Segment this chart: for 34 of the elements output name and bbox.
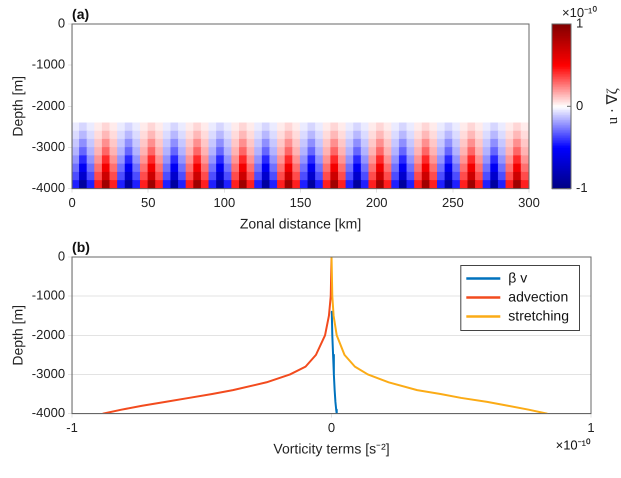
- color-bar-label: 1: [576, 16, 584, 31]
- x-tick-label: 250: [442, 194, 464, 210]
- x-tick-label: 50: [140, 194, 156, 210]
- y-tick-label: -1000: [32, 56, 66, 72]
- y-tick-label: -3000: [32, 139, 66, 154]
- y-tick-label: -3000: [32, 366, 66, 382]
- text: ×10⁻¹⁰: [556, 438, 591, 453]
- chart-title: (b): [72, 238, 90, 255]
- x-axis-title: Vorticity terms [s⁻²]: [273, 440, 390, 456]
- legend-label: advection: [508, 288, 568, 304]
- x-tick-label: 150: [290, 194, 312, 210]
- y-tick-label: -2000: [32, 98, 66, 113]
- y-tick-label: 0: [58, 248, 66, 264]
- legend-label: β v: [508, 269, 528, 286]
- color-bar-title: u · ∇ζ: [604, 88, 621, 124]
- x-tick-label: 300: [518, 194, 540, 210]
- x-tick-label: 1: [587, 420, 595, 435]
- x-axis-title: Zonal distance [km]: [240, 215, 362, 232]
- color-bar-label: 0: [576, 98, 584, 113]
- y-tick-label: 0: [58, 16, 66, 31]
- y-tick-label: -2000: [32, 326, 66, 342]
- x-tick-label: 100: [214, 194, 236, 210]
- y-tick-label: -4000: [32, 405, 66, 420]
- y-axis-title: Depth [m]: [9, 304, 26, 366]
- x-tick-label: 0: [68, 194, 76, 210]
- chart-title: (a): [72, 6, 90, 22]
- y-tick-label: -1000: [32, 288, 66, 303]
- y-tick-label: -4000: [32, 180, 66, 196]
- x-tick-label: -1: [66, 420, 78, 435]
- y-axis-title: Depth [m]: [9, 76, 26, 137]
- legend-label: stretching: [508, 307, 570, 324]
- color-bar-label: -1: [576, 180, 588, 196]
- x-tick-label: 0: [328, 420, 336, 435]
- x-tick-label: 200: [366, 194, 388, 210]
